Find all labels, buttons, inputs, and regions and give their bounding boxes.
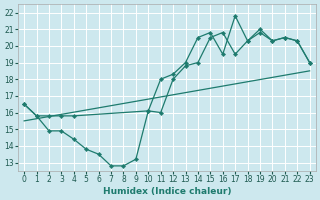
X-axis label: Humidex (Indice chaleur): Humidex (Indice chaleur) [103, 187, 231, 196]
